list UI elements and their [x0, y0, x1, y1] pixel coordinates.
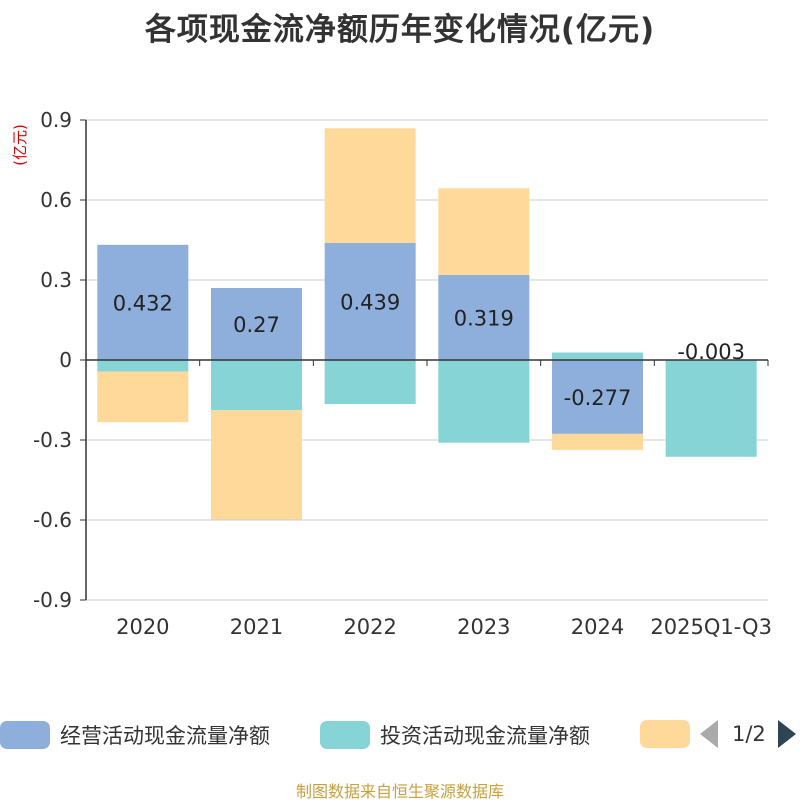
bar-2020-series-2[interactable] — [97, 371, 189, 423]
y-tick-label: 0 — [59, 348, 72, 372]
y-tick-label: 0.6 — [40, 188, 72, 212]
data-label-2021: 0.27 — [233, 313, 280, 337]
legend-swatch-operating — [0, 721, 50, 749]
legend-swatch-investing — [320, 721, 370, 749]
bar-2024-series-0[interactable] — [552, 360, 643, 434]
x-category-label: 2025Q1-Q3 — [650, 615, 772, 639]
bar-2022-series-2[interactable] — [324, 128, 416, 243]
legend-label-operating: 经营活动现金流量净额 — [60, 724, 270, 748]
y-tick-label: 0.9 — [40, 108, 72, 132]
legend-page-indicator: 1/2 — [732, 722, 766, 746]
data-label-2022: 0.439 — [340, 290, 400, 314]
legend-item-operating[interactable]: 经营活动现金流量净额 — [0, 720, 270, 750]
y-tick-label: 0.3 — [40, 268, 72, 292]
x-category-label: 2024 — [571, 615, 624, 639]
legend-label-investing: 投资活动现金流量净额 — [380, 724, 590, 748]
bar-2023-series-1[interactable] — [438, 360, 530, 443]
stacked-bar-chart: 0.9 0.6 0.3 0 -0.3 -0.6 -0.9 2020 2021 2022 2023 2… — [11, 108, 772, 639]
bar-2020-series-0[interactable] — [97, 244, 189, 360]
legend-next-page-icon[interactable] — [777, 720, 796, 748]
data-label-2023: 0.319 — [454, 306, 514, 330]
y-tick-label: -0.9 — [33, 588, 72, 612]
data-source-note: 制图数据来自恒生聚源数据库 — [295, 782, 504, 801]
bar-2024-series-1[interactable] — [552, 352, 643, 360]
x-category-label: 2022 — [343, 615, 396, 639]
bar-2024-series-2[interactable] — [552, 433, 643, 450]
bar-2023-series-2[interactable] — [438, 188, 530, 275]
bar-2021-series-1[interactable] — [211, 360, 302, 411]
legend-item-investing[interactable]: 投资活动现金流量净额 — [320, 720, 590, 750]
legend: 经营活动现金流量净额 投资活动现金流量净额 1/2 — [0, 712, 800, 758]
bar-2023-series-0[interactable] — [438, 274, 530, 360]
y-tick-label: -0.6 — [33, 508, 72, 532]
data-label-2025Q1-Q3: -0.003 — [677, 340, 745, 364]
bar-2021-series-0[interactable] — [211, 288, 302, 360]
data-label-2024: -0.277 — [564, 386, 632, 410]
legend-swatch-financing — [640, 720, 690, 748]
bar-2025Q1-Q3-series-1[interactable] — [665, 360, 757, 457]
x-category-label: 2020 — [116, 615, 169, 639]
data-label-2020: 0.432 — [113, 291, 173, 315]
legend-item-financing[interactable] — [640, 720, 690, 748]
bar-2021-series-2[interactable] — [211, 410, 302, 520]
legend-pager: 1/2 — [700, 720, 796, 748]
legend-prev-page-icon[interactable] — [700, 720, 718, 748]
chart-title: 各项现金流净额历年变化情况(亿元) — [144, 12, 656, 48]
y-axis-unit-label: (亿元) — [11, 124, 29, 166]
bar-2020-series-1[interactable] — [97, 360, 189, 372]
x-category-label: 2023 — [457, 615, 510, 639]
bar-2022-series-0[interactable] — [324, 242, 416, 360]
bar-2022-series-1[interactable] — [324, 360, 416, 404]
y-tick-label: -0.3 — [33, 428, 72, 452]
x-category-label: 2021 — [230, 615, 283, 639]
